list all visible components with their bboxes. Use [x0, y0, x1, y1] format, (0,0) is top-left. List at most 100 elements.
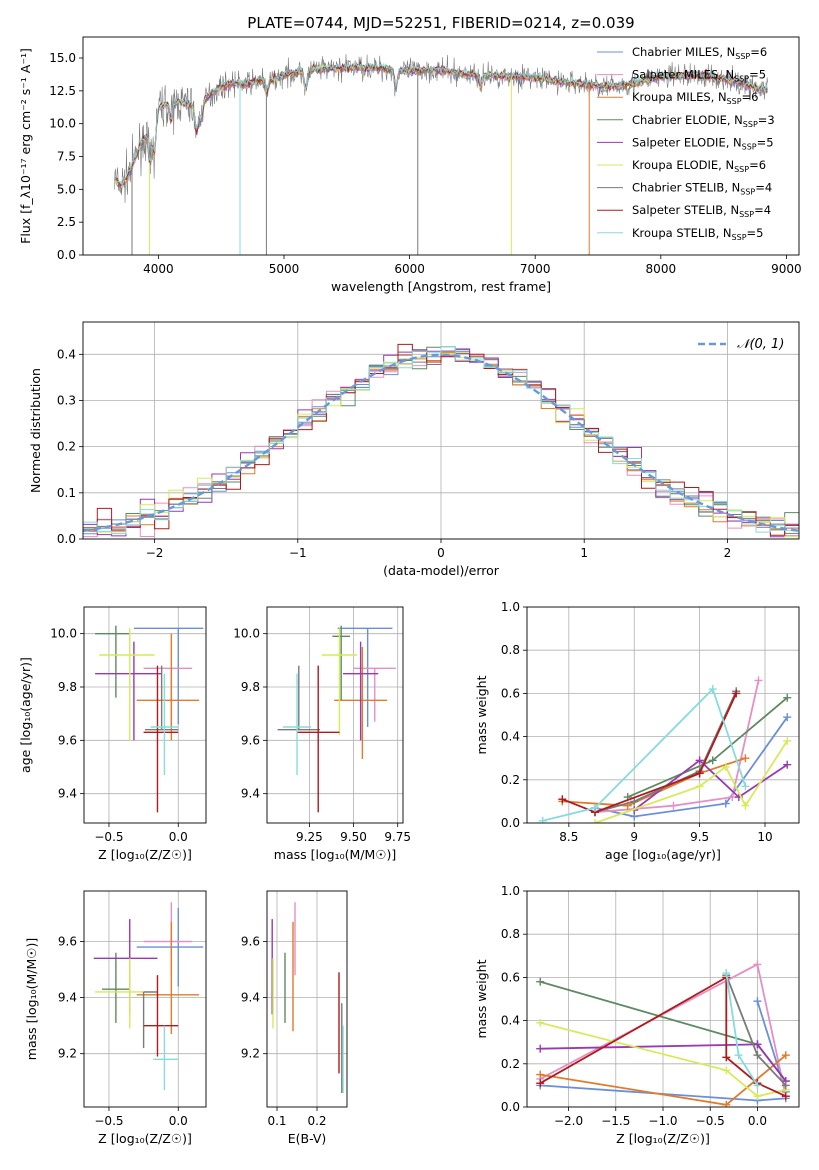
y-tick-label: 0.6 — [501, 970, 520, 984]
legend-entry: Chabrier ELODIE, NSSP=3 — [632, 113, 775, 129]
legend: Chabrier MILES, NSSP=6 Salpeter MILES, NS… — [597, 45, 775, 242]
x-tick-label: 9.50 — [340, 830, 367, 844]
y-tick-label: 10.0 — [49, 117, 76, 131]
normal-curve — [83, 353, 799, 533]
x-tick-label: −2.0 — [554, 1114, 583, 1128]
x-tick-label: −0.5 — [94, 1114, 123, 1128]
y-tick-label: 9.4 — [58, 991, 77, 1005]
plot-area — [267, 607, 403, 823]
x-tick-label: −0.5 — [696, 1114, 725, 1128]
x-tick-label: 8.5 — [559, 830, 578, 844]
y-tick-label: 0.8 — [501, 927, 520, 941]
observed-spectrum — [114, 54, 768, 204]
y-tick-label: 0.0 — [501, 816, 520, 830]
x-axis-label: mass [log₁₀(M/M☉)] — [274, 847, 396, 862]
histogram-salpeter_stelib — [83, 343, 799, 536]
y-tick-label: 0.4 — [57, 347, 76, 361]
x-tick-label: 0.0 — [169, 830, 188, 844]
y-tick-label: 0.8 — [501, 643, 520, 657]
panel-mass_vs_Z: −0.5 0.0 9.2 9.4 9.6 Z [log₁₀(Z/Z☉)] mass [log… — [24, 890, 207, 1146]
y-tick-label: 0.2 — [501, 1057, 520, 1071]
x-tick-label: 9.25 — [296, 830, 323, 844]
y-tick-label: 9.6 — [241, 733, 260, 747]
x-tick-label: 9 — [630, 830, 638, 844]
x-tick-label: 2 — [724, 546, 732, 560]
axes-frame — [266, 890, 348, 1108]
x-tick-label: 0.2 — [307, 1114, 326, 1128]
y-tick-label: 10.0 — [50, 627, 77, 641]
y-tick-label: 0.2 — [57, 440, 76, 454]
y-tick-label: 0.4 — [501, 1014, 520, 1028]
axes-frame — [266, 606, 404, 824]
plot-area — [267, 891, 347, 1107]
panel-age_vs_mass: 9.25 9.50 9.75 9.4 9.6 9.8 10.0 mass [log₁₀(M/M… — [233, 606, 411, 862]
y-tick-label: 0.0 — [57, 248, 76, 262]
weight-line-kroupa_miles — [562, 757, 746, 807]
y-tick-label: 9.2 — [58, 1047, 77, 1061]
weight-line-salpeter_stelib — [561, 693, 738, 814]
x-tick-label: −1.5 — [601, 1114, 630, 1128]
x-tick-label: 10 — [757, 830, 772, 844]
legend-entry: Chabrier MILES, NSSP=6 — [632, 45, 767, 61]
legend-entry: Kroupa MILES, NSSP=6 — [632, 90, 758, 106]
y-axis-label: mass [log₁₀(M/M☉)] — [24, 938, 39, 1060]
x-axis-label: Z [log₁₀(Z/Z☉)] — [616, 1131, 710, 1146]
axes-frame — [526, 890, 800, 1108]
y-tick-label: 10.0 — [233, 627, 260, 641]
y-tick-label: 9.2 — [241, 1047, 260, 1061]
y-axis-label: Flux [f_λ10⁻¹⁷ erg cm⁻² s⁻¹ A⁻¹] — [18, 48, 33, 244]
x-axis-label: Z [log₁₀(Z/Z☉)] — [98, 847, 192, 862]
y-tick-label: 2.5 — [57, 215, 76, 229]
panel-residuals: −2 −1 0 1 2 0.0 0.1 0.2 0.3 0.4 (data-model)/error… — [28, 321, 800, 578]
panel-age_vs_Z: −0.5 0.0 9.4 9.6 9.8 10.0 Z [log₁₀(Z/Z☉)] age [… — [18, 606, 207, 862]
x-tick-label: −2 — [146, 546, 164, 560]
weight-line-chabrier_elodie — [627, 697, 788, 798]
weight-line-chabrier_stelib — [594, 690, 738, 814]
y-tick-label: 0.6 — [501, 686, 520, 700]
plot-area — [527, 891, 799, 1107]
y-tick-label: 0.3 — [57, 393, 76, 407]
panel-spectrum: 4000 5000 6000 7000 8000 9000 0.0 2.5 5.0 7.5 10.0… — [18, 14, 802, 294]
y-axis-label: mass weight — [474, 959, 489, 1038]
y-tick-label: 9.8 — [241, 680, 260, 694]
x-axis-label: E(B-V) — [288, 1131, 327, 1146]
x-tick-label: 1 — [580, 546, 588, 560]
histogram-kroupa_stelib — [83, 346, 799, 535]
y-tick-label: 9.4 — [241, 787, 260, 801]
x-tick-label: 0.0 — [748, 1114, 767, 1128]
weight-line-kroupa_elodie — [539, 1021, 787, 1098]
x-tick-label: 9.75 — [384, 830, 411, 844]
legend-entry: Salpeter STELIB, NSSP=4 — [632, 203, 771, 219]
legend-entry: Chabrier STELIB, NSSP=4 — [632, 181, 772, 197]
model-kroupa_stelib — [113, 61, 769, 186]
y-tick-label: 12.5 — [49, 84, 76, 98]
x-axis-label: age [log₁₀(age/yr)] — [605, 847, 721, 862]
x-tick-label: −0.5 — [94, 830, 123, 844]
x-tick-label: 9.5 — [690, 830, 709, 844]
y-tick-label: 9.6 — [58, 733, 77, 747]
x-tick-label: 9000 — [771, 262, 802, 276]
weight-line-kroupa_stelib — [725, 972, 759, 1086]
y-tick-label: 0.4 — [501, 730, 520, 744]
y-tick-label: 9.8 — [58, 680, 77, 694]
y-tick-label: 0.0 — [57, 532, 76, 546]
weight-line-chabrier_miles — [594, 716, 788, 818]
y-tick-label: 9.4 — [58, 787, 77, 801]
x-tick-label: −1.0 — [648, 1114, 677, 1128]
x-tick-label: 6000 — [394, 262, 425, 276]
y-tick-label: 9.6 — [58, 934, 77, 948]
plot-area — [84, 891, 206, 1107]
x-axis-label: (data-model)/error — [383, 563, 500, 578]
y-tick-label: 0.2 — [501, 773, 520, 787]
y-tick-label: 9.4 — [241, 991, 260, 1005]
y-axis-label: mass weight — [474, 675, 489, 754]
x-tick-label: 7000 — [520, 262, 551, 276]
y-tick-label: 5.0 — [57, 182, 76, 196]
axes-frame — [82, 321, 800, 540]
y-tick-label: 0.0 — [501, 1100, 520, 1114]
x-tick-label: 0 — [437, 546, 445, 560]
legend-entry: Salpeter ELODIE, NSSP=5 — [632, 135, 774, 151]
panel-weight_vs_age: 8.5 9 9.5 10 0.0 0.2 0.4 0.6 0.8 1.0 age [log₁₀(ag… — [474, 600, 800, 862]
x-tick-label: 0.1 — [267, 1114, 286, 1128]
x-tick-label: 5000 — [269, 262, 300, 276]
